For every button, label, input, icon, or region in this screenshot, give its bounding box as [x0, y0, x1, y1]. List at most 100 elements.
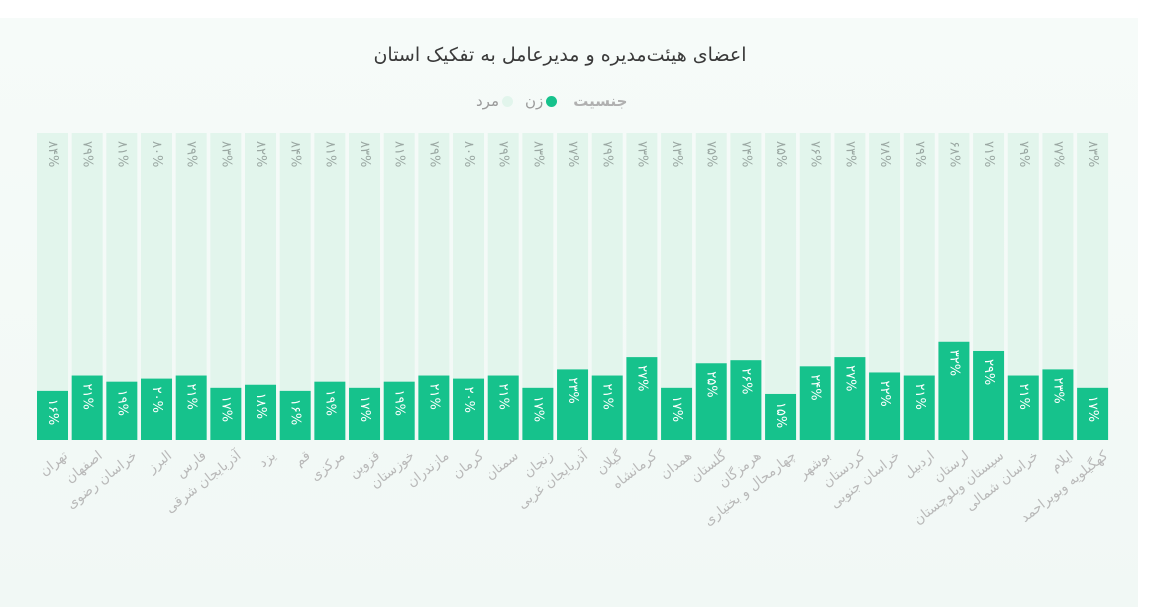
bar-men[interactable] [973, 133, 1005, 351]
x-tick-label: قم [292, 448, 314, 470]
bar-women[interactable] [973, 350, 1005, 440]
bar-men[interactable] [730, 133, 762, 361]
bar-men[interactable] [799, 133, 831, 367]
bar-men[interactable] [938, 133, 970, 342]
x-tick-label: کرمان [449, 447, 487, 482]
bar-women[interactable] [245, 384, 277, 440]
data-label-men: ۸۴% [45, 141, 60, 167]
bar-men[interactable] [37, 133, 68, 391]
bar-women[interactable] [938, 341, 970, 440]
bar-women[interactable] [661, 387, 693, 440]
data-label-men: ۸۳% [530, 141, 545, 167]
bar-men[interactable] [591, 133, 623, 376]
data-label-men: ۷۹% [600, 141, 615, 167]
bar-women[interactable] [903, 375, 935, 440]
x-tick-label: همدان [657, 448, 695, 483]
bar-women[interactable] [799, 366, 831, 440]
legend-entry-women[interactable]: زن [525, 92, 558, 110]
data-label-women: ۱۹% [114, 390, 129, 416]
chart-title: اعضای هیئت‌مدیره و مدیرعامل به تفکیک است… [373, 44, 747, 66]
data-label-women: ۱۵% [773, 402, 788, 428]
bar-women[interactable] [487, 375, 519, 440]
bar-men[interactable] [106, 133, 138, 382]
data-label-women: ۱۹% [322, 390, 337, 416]
bar-men[interactable] [869, 133, 901, 373]
bar-men[interactable] [1042, 133, 1074, 370]
bar-men[interactable] [210, 133, 242, 388]
bar-men[interactable] [834, 133, 866, 358]
bar-women[interactable] [349, 387, 381, 440]
bar-men[interactable] [695, 133, 727, 364]
x-tick-label: مرکزی [308, 448, 349, 485]
data-label-women: ۲۱% [600, 384, 615, 410]
data-label-men: ۷۵% [704, 141, 719, 167]
bar-women[interactable] [71, 375, 103, 440]
bar-women[interactable] [557, 369, 589, 440]
bar-women[interactable] [106, 381, 138, 440]
data-label-men: ۷۶% [808, 141, 823, 167]
legend-label-men: مرد [476, 92, 499, 110]
bar-women[interactable] [522, 387, 554, 440]
data-label-women: ۲۶% [738, 368, 753, 394]
bar-women[interactable] [383, 381, 415, 440]
bar-women[interactable] [765, 393, 797, 440]
bar-men[interactable] [141, 133, 173, 379]
legend-entry-men[interactable]: مرد [476, 92, 513, 110]
data-label-women: ۲۹% [981, 359, 996, 385]
bar-women[interactable] [834, 357, 866, 440]
bar-men[interactable] [1007, 133, 1039, 376]
bar-men[interactable] [626, 133, 658, 358]
bar-men[interactable] [487, 133, 519, 376]
bar-women[interactable] [453, 378, 485, 440]
bar-men[interactable] [418, 133, 450, 376]
data-label-men: ۸۲% [253, 141, 268, 167]
data-label-women: ۱۶% [45, 399, 60, 425]
bar-men[interactable] [245, 133, 277, 385]
bar-men[interactable] [175, 133, 207, 376]
bar-women[interactable] [141, 378, 173, 440]
x-tick-label: یزد [256, 448, 280, 471]
bar-men[interactable] [314, 133, 346, 382]
bar-men[interactable] [765, 133, 797, 394]
bar-women[interactable] [1007, 375, 1039, 440]
bar-women[interactable] [1077, 387, 1109, 440]
bar-men[interactable] [557, 133, 589, 370]
bar-women[interactable] [695, 363, 727, 440]
bar-women[interactable] [37, 390, 68, 440]
x-tick-label: سمنان [482, 448, 521, 484]
bar-men[interactable] [453, 133, 485, 379]
bar-women[interactable] [869, 372, 901, 440]
data-label-women: ۲۰% [149, 387, 164, 413]
bar-women[interactable] [175, 375, 207, 440]
bar-men[interactable] [661, 133, 693, 388]
data-label-men: ۷۸% [877, 141, 892, 167]
bar-men[interactable] [1077, 133, 1109, 388]
data-label-women: ۲۷% [634, 365, 649, 391]
data-label-men: ۷۹% [80, 141, 95, 167]
data-label-women: ۲۱% [184, 384, 199, 410]
bar-women[interactable] [1042, 369, 1074, 440]
bar-women[interactable] [314, 381, 346, 440]
data-label-women: ۲۳% [1050, 377, 1065, 403]
data-label-men: ۷۳% [842, 141, 857, 167]
bar-men[interactable] [903, 133, 935, 376]
bar-women[interactable] [418, 375, 450, 440]
data-label-men: ۷۳% [634, 141, 649, 167]
bar-men[interactable] [383, 133, 415, 382]
bar-women[interactable] [626, 357, 658, 440]
data-label-women: ۲۲% [877, 380, 892, 406]
data-label-women: ۲۰% [461, 387, 476, 413]
bar-women[interactable] [730, 360, 762, 440]
bar-men[interactable] [279, 133, 311, 391]
bar-women[interactable] [210, 387, 242, 440]
bar-men[interactable] [522, 133, 554, 388]
bar-men[interactable] [349, 133, 381, 388]
data-label-men: ۷۷% [565, 141, 580, 167]
data-label-men: ۷۴% [738, 141, 753, 167]
bar-women[interactable] [279, 390, 311, 440]
bar-men[interactable] [71, 133, 103, 376]
data-label-women: ۲۱% [1016, 384, 1031, 410]
bar-women[interactable] [591, 375, 623, 440]
data-label-women: ۱۷% [1085, 396, 1100, 422]
